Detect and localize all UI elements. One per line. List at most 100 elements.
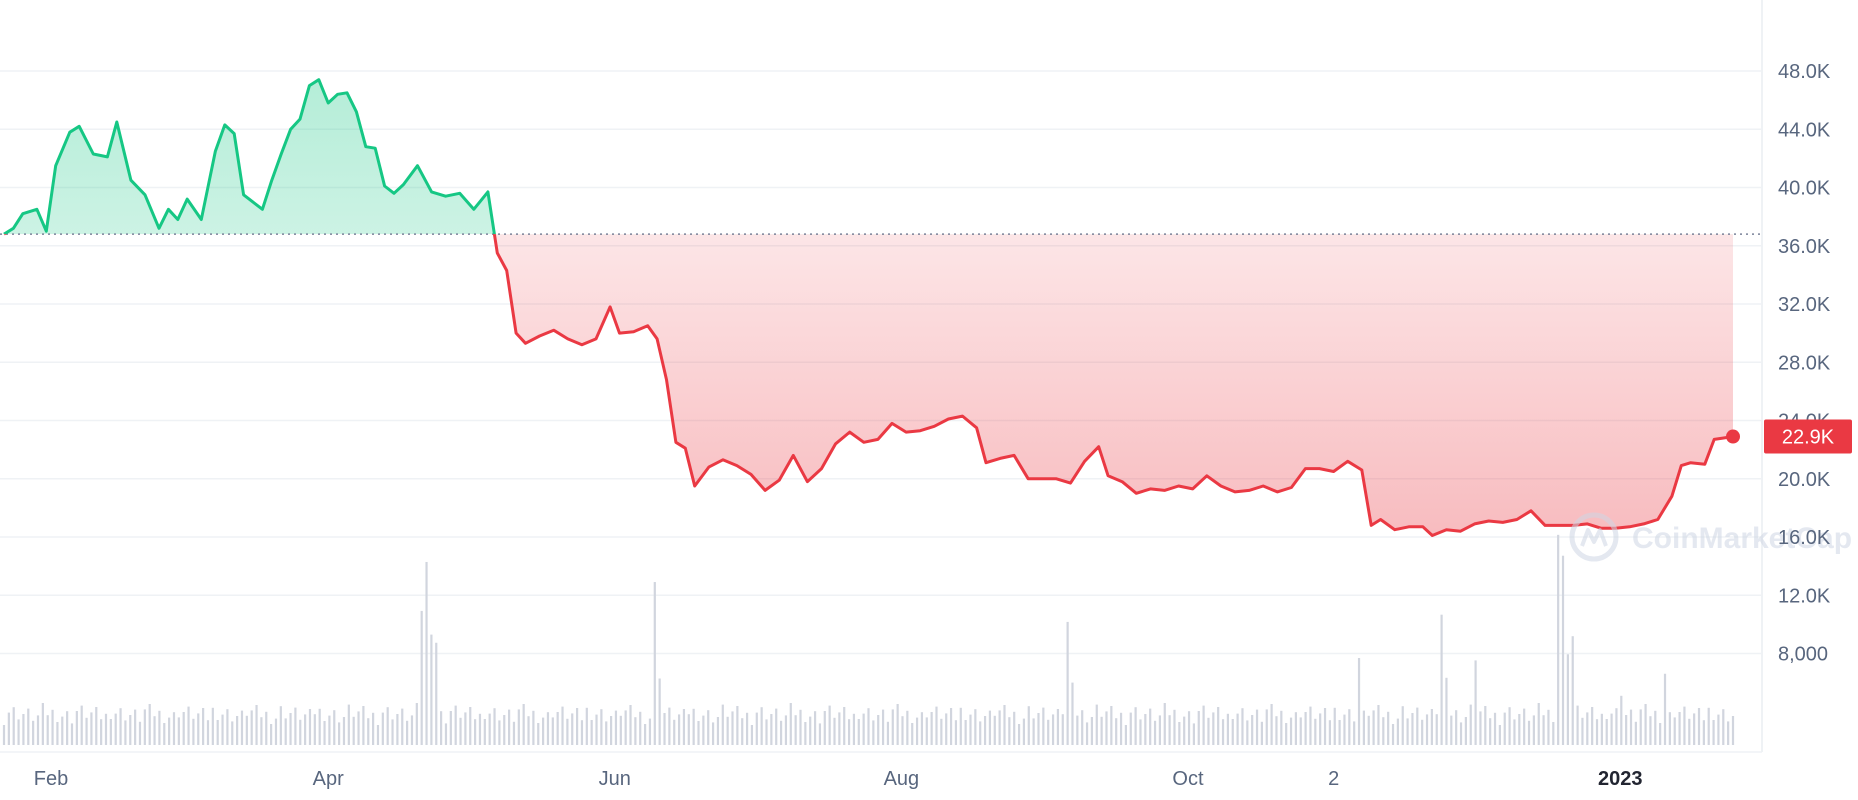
volume-bar: [226, 709, 229, 745]
volume-bar: [163, 723, 166, 745]
volume-bar: [1421, 719, 1424, 745]
volume-bar: [605, 721, 608, 745]
volume-bar: [1464, 717, 1467, 745]
volume-bar: [289, 713, 292, 745]
volume-bar: [1493, 712, 1497, 745]
x-tick-label: Aug: [884, 768, 920, 790]
volume-bar: [338, 722, 341, 745]
volume-bar: [760, 707, 763, 745]
volume-bar: [775, 708, 778, 745]
volume-bar: [1372, 710, 1375, 745]
volume-bar: [1348, 709, 1351, 745]
volume-bar: [847, 719, 851, 745]
volume-bar: [12, 707, 15, 745]
volume-bar: [1066, 621, 1069, 745]
volume-bar: [580, 720, 584, 745]
y-tick-label: 44.0K: [1778, 119, 1831, 141]
volume-bar: [1382, 717, 1385, 745]
volume-bar: [983, 716, 987, 745]
volume-bar: [1081, 710, 1084, 745]
volume-bar: [245, 715, 248, 745]
volume-bar: [1037, 713, 1040, 745]
volume-bar: [697, 721, 700, 745]
volume-bar: [1654, 710, 1657, 745]
volume-bar: [80, 705, 83, 745]
volume-bar: [784, 715, 788, 745]
price-line-up: [3, 78, 496, 235]
volume-bar: [1149, 708, 1152, 745]
volume-bar: [206, 720, 210, 745]
volume-bar: [391, 719, 394, 745]
volume-bar: [1561, 555, 1565, 745]
volume-bar: [949, 708, 953, 745]
volume-bar: [1280, 710, 1283, 745]
volume-bar: [299, 719, 302, 745]
volume-bar: [731, 711, 734, 745]
volume-bar: [46, 715, 49, 745]
volume-bar: [464, 712, 467, 745]
volume-bar: [1008, 717, 1011, 745]
volume-bar: [1115, 718, 1118, 745]
volume-bar: [216, 720, 219, 745]
volume-bar: [372, 712, 375, 745]
volume-bar: [1158, 715, 1162, 745]
volume-bar: [1270, 704, 1273, 745]
volume-bar: [925, 717, 928, 745]
volume-bar: [197, 713, 200, 745]
volume-bar: [1017, 724, 1021, 745]
volume-bar: [32, 720, 35, 745]
volume-bar: [1513, 719, 1516, 745]
volume-bar: [1265, 709, 1268, 745]
volume-bar: [969, 714, 972, 745]
volume-bar: [959, 707, 962, 745]
volume-bar: [202, 708, 205, 745]
volume-bar: [66, 711, 69, 745]
volume-bar: [872, 720, 875, 745]
volume-bar: [1076, 715, 1079, 745]
volume-bar: [187, 706, 190, 745]
volume-bar: [711, 722, 715, 745]
volume-bar: [168, 717, 171, 745]
volume-bar: [119, 708, 122, 745]
x-tick-label: 2: [1328, 768, 1339, 790]
volume-bar: [22, 714, 25, 745]
x-tick-label: Jun: [599, 768, 631, 790]
watermark-text: CoinMarketCap: [1632, 522, 1852, 555]
x-axis: Feb Apr Jun Aug Oct 2 2023: [34, 768, 1643, 790]
volume-bar: [1197, 711, 1200, 745]
volume-bar: [449, 711, 452, 745]
volume-bar: [401, 708, 404, 745]
volume-bar: [240, 710, 244, 745]
volume-bar: [1450, 715, 1453, 745]
volume-bar: [1396, 718, 1399, 745]
volume-bar: [1255, 709, 1259, 745]
volume-bar: [1168, 715, 1171, 745]
volume-bars: [2, 534, 1735, 745]
volume-bar: [527, 716, 530, 745]
volume-bar: [590, 720, 593, 745]
volume-bar: [750, 725, 754, 745]
volume-bar: [1192, 723, 1196, 745]
volume-bar: [857, 719, 860, 745]
volume-bar: [1022, 718, 1026, 745]
coinmarketcap-logo-icon: [1569, 512, 1619, 562]
volume-bar: [1663, 673, 1667, 745]
y-tick-label: 40.0K: [1778, 178, 1831, 200]
current-price-badge-bg: [1764, 419, 1852, 454]
volume-bar: [1056, 709, 1060, 745]
volume-bar: [1542, 715, 1545, 745]
volume-bar: [789, 703, 792, 745]
volume-bar: [1119, 712, 1123, 745]
volume-bar: [1134, 707, 1137, 745]
volume-bar: [979, 721, 982, 745]
volume-bar: [474, 719, 477, 745]
volume-bar: [61, 716, 64, 745]
volume-bar: [498, 720, 501, 745]
volume-bar: [794, 715, 797, 745]
volume-bar: [177, 717, 180, 745]
volume-bar: [386, 707, 389, 745]
volume-bar: [1615, 708, 1618, 745]
current-price-badge: 22.9K: [1764, 419, 1852, 454]
volume-bar: [745, 712, 749, 745]
volume-bar: [1440, 614, 1443, 745]
